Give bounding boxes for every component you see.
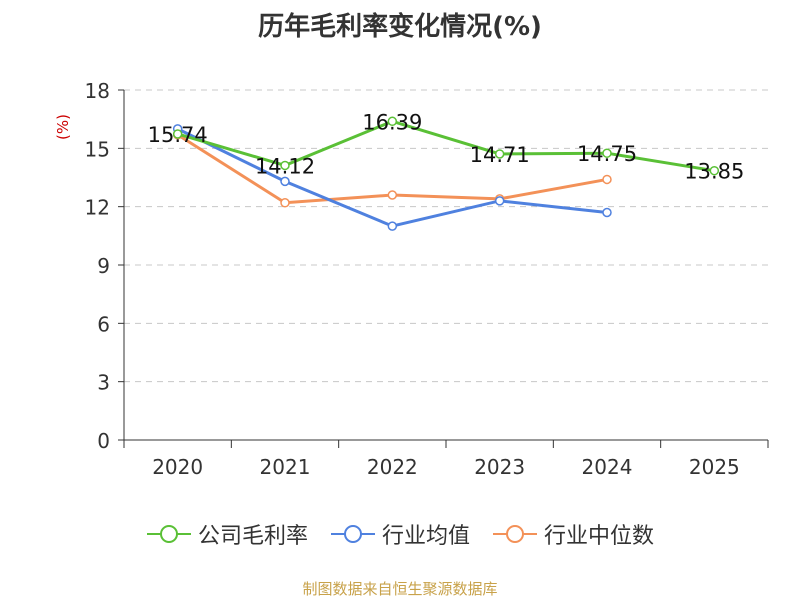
y-tick-label: 18 (85, 79, 110, 103)
legend: 公司毛利率 行业均值 行业中位数 (0, 518, 800, 550)
legend-item-industry-median[interactable]: 行业中位数 (492, 518, 654, 550)
x-tick-label: 2025 (689, 455, 740, 479)
legend-label: 行业均值 (381, 524, 470, 549)
data-point (387, 190, 398, 200)
legend-line-circle-icon (493, 525, 537, 543)
data-label: 13.85 (684, 160, 744, 184)
legend-line-circle-icon (146, 525, 191, 543)
y-tick-label: 0 (97, 429, 110, 453)
series-line (177, 119, 715, 173)
data-point (280, 160, 290, 171)
data-point (602, 207, 612, 218)
series-group (172, 116, 720, 231)
data-point (387, 116, 398, 127)
source-note: 制图数据来自恒生聚源数据库 (302, 580, 498, 598)
x-tick-label: 2020 (152, 455, 203, 479)
y-tick-label: 12 (85, 196, 110, 220)
data-label: 14.71 (470, 143, 530, 167)
x-tick-label: 2022 (367, 455, 418, 479)
y-tick-label: 3 (97, 371, 110, 395)
data-labels: 15.74 14.12 16.39 14.71 14.75 13.85 (148, 110, 745, 183)
data-label: 14.12 (255, 154, 315, 178)
axes (118, 89, 769, 448)
grid-lines (124, 89, 768, 383)
tick-labels: 0 3 6 9 12 15 18 2020 2021 2022 2023 2024 2025 (85, 79, 740, 479)
data-point (494, 196, 505, 206)
data-label: 14.75 (577, 142, 637, 166)
data-point (172, 129, 183, 139)
data-point (494, 149, 505, 159)
x-tick-label: 2023 (474, 455, 525, 479)
data-point (602, 148, 612, 158)
data-point (280, 198, 290, 208)
data-label: 16.39 (362, 110, 422, 134)
legend-label: 行业中位数 (544, 524, 655, 549)
legend-item-industry-mean[interactable]: 行业均值 (330, 518, 470, 550)
y-tick-label: 15 (85, 137, 110, 161)
data-point (387, 221, 398, 231)
legend-label: 公司毛利率 (197, 524, 308, 549)
y-tick-label: 9 (97, 254, 110, 278)
chart-title: 历年毛利率变化情况(%) (258, 12, 542, 42)
y-axis-label: (%) (54, 114, 72, 140)
legend-item-company[interactable]: 公司毛利率 (146, 518, 308, 550)
x-tick-label: 2024 (582, 455, 633, 479)
data-label: 15.74 (148, 123, 208, 147)
x-tick-label: 2021 (260, 455, 311, 479)
data-point (280, 176, 290, 187)
series-line (177, 127, 608, 228)
data-point (602, 174, 612, 185)
data-point (709, 165, 720, 176)
y-tick-label: 6 (97, 312, 110, 336)
legend-line-circle-icon (330, 525, 375, 543)
